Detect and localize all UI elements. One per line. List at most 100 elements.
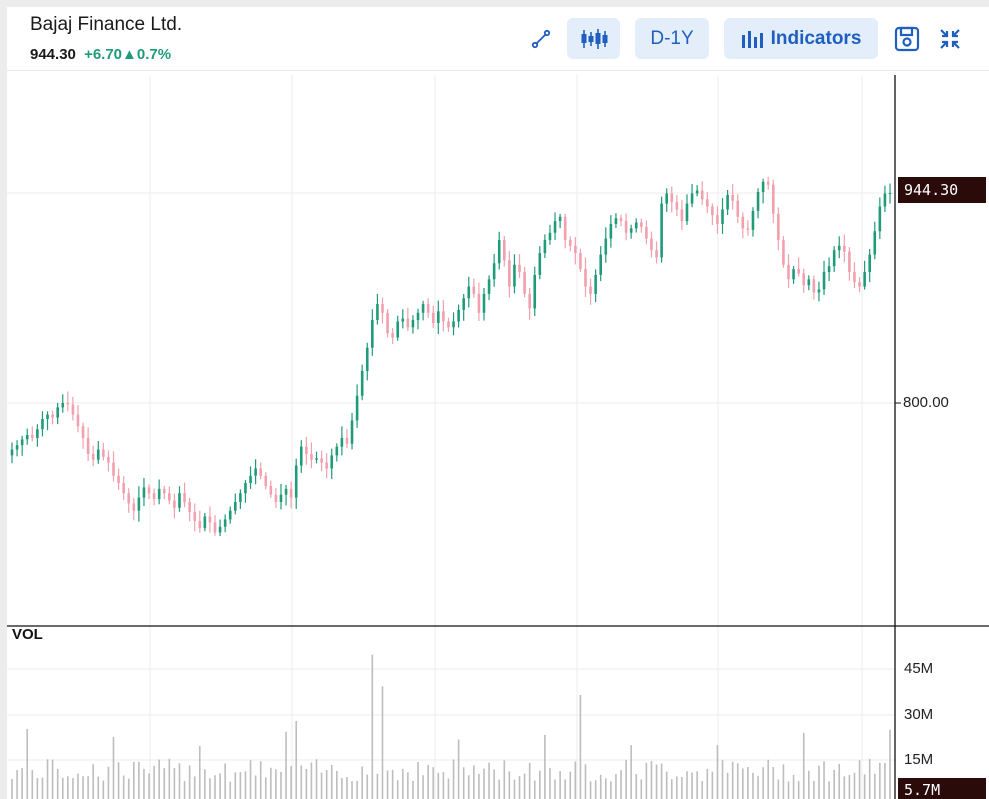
candle-body (452, 321, 455, 328)
volume-bar (391, 769, 394, 799)
volume-bar (691, 772, 693, 799)
candle (371, 309, 374, 356)
candle (147, 484, 151, 499)
candle (61, 394, 65, 413)
volume-bar (660, 763, 663, 799)
candle (492, 253, 496, 287)
candle-body (771, 184, 775, 214)
candle-body (782, 240, 785, 265)
candle-body (690, 193, 694, 204)
volume-bar (772, 767, 775, 799)
volume-bar (620, 770, 622, 799)
candle-body (91, 453, 95, 460)
volume-bar (544, 734, 546, 799)
volume-bar (310, 762, 313, 799)
candle (31, 426, 34, 442)
candle-body (152, 493, 156, 500)
candle-body (299, 446, 303, 466)
candle (802, 268, 806, 293)
candle (477, 282, 481, 322)
candle (10, 442, 14, 464)
candle (685, 194, 689, 225)
candle (568, 236, 572, 252)
volume-bar (351, 781, 353, 799)
candle-body (36, 429, 39, 438)
save-icon[interactable] (894, 26, 920, 52)
volume-bar (782, 764, 785, 799)
candle (604, 227, 608, 263)
candle (112, 451, 115, 482)
volume-bar (650, 761, 653, 799)
volume-bar (686, 771, 688, 799)
volume-bar (549, 768, 551, 799)
candle-body (746, 228, 750, 230)
volume-bar (41, 777, 44, 799)
candle (25, 428, 29, 445)
volume-bar (670, 779, 673, 799)
candle-body (518, 264, 521, 273)
candle (843, 234, 846, 263)
volume-bar (204, 769, 206, 799)
candlestick-button[interactable] (567, 18, 620, 59)
volume-bar (112, 736, 115, 799)
candle (91, 445, 95, 467)
candle-body (162, 488, 166, 494)
candle-body (71, 404, 75, 415)
candle (36, 424, 39, 447)
candle-body (736, 200, 740, 217)
collapse-icon[interactable] (937, 26, 963, 52)
candle (543, 234, 547, 259)
candle (320, 450, 323, 472)
candle (46, 411, 49, 431)
volume-bar (356, 780, 358, 799)
candle-body (289, 488, 293, 498)
candle-body (178, 493, 181, 508)
candle-body (269, 485, 273, 495)
candle-body (863, 272, 866, 287)
volume-bar (26, 728, 29, 799)
candle-body (761, 181, 765, 192)
range-selector[interactable]: D-1Y (635, 18, 709, 59)
candle-body (102, 449, 105, 457)
candle (766, 176, 770, 190)
candle-body (213, 522, 217, 533)
candle (71, 396, 75, 421)
candle (822, 260, 826, 296)
volume-bar (46, 759, 49, 799)
volume-last-tag (898, 778, 986, 799)
volume-bar (325, 770, 328, 799)
volume-bar (665, 771, 668, 799)
line-draw-icon[interactable] (528, 26, 554, 52)
volume-bar (401, 768, 404, 799)
candle (294, 458, 298, 509)
candle-body (431, 312, 435, 323)
candle-body (66, 403, 70, 405)
candle (289, 481, 293, 509)
volume-bar (858, 760, 861, 799)
candle (619, 214, 623, 227)
candle (756, 188, 760, 219)
volume-bar (513, 779, 516, 799)
candle-body (371, 320, 374, 348)
candle-body (274, 494, 278, 502)
candle (426, 298, 430, 318)
candle (513, 254, 516, 294)
volume-bar (295, 721, 298, 799)
volume-bar (168, 758, 171, 799)
candle-body (640, 222, 643, 227)
candle-body (629, 228, 633, 233)
candle (827, 257, 831, 282)
volume-bar (625, 759, 627, 799)
candle (168, 486, 171, 505)
candle (157, 479, 161, 505)
volume-bar (229, 781, 232, 799)
candle-body (563, 216, 567, 241)
volume-bar (879, 762, 881, 799)
candle (640, 218, 643, 233)
candle-body (325, 462, 328, 469)
candle-body (624, 221, 628, 233)
candle-body (528, 293, 531, 309)
indicators-button[interactable]: Indicators (724, 18, 878, 59)
volume-bar (234, 772, 237, 799)
